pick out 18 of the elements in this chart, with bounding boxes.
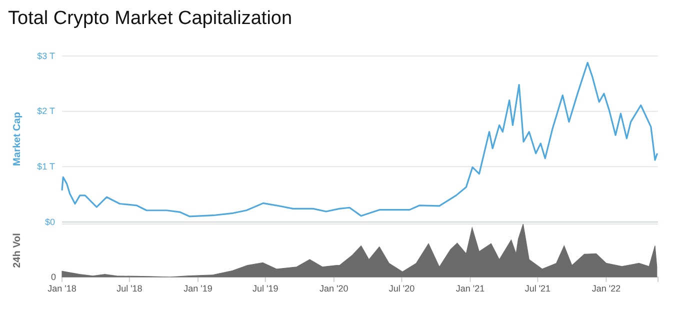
y-tick-label: $2 T xyxy=(37,106,56,116)
x-tick-label: Jan '19 xyxy=(184,283,212,294)
x-tick-label: Jul '21 xyxy=(524,283,551,294)
y-axis-title: 24h Vol xyxy=(12,232,23,268)
x-tick-label: Jan '20 xyxy=(320,283,348,294)
chart-title: Total Crypto Market Capitalization xyxy=(8,8,292,29)
y-tick-label: $3 T xyxy=(37,50,56,61)
y-tick-label: $0 xyxy=(44,216,55,227)
x-tick-label: Jul '19 xyxy=(252,283,278,294)
text: 0 xyxy=(50,272,56,282)
y-tick-label: $1 T xyxy=(37,162,56,172)
x-tick-label: Jan '21 xyxy=(456,283,485,294)
y-axis-title: Market Cap xyxy=(12,112,23,166)
x-tick-label: Jul '20 xyxy=(388,283,415,294)
line-series xyxy=(61,62,658,218)
x-tick-label: Jan '18 xyxy=(48,283,76,294)
x-tick-label: Jul '18 xyxy=(116,283,142,294)
x-tick-label: Jan '22 xyxy=(592,283,621,294)
